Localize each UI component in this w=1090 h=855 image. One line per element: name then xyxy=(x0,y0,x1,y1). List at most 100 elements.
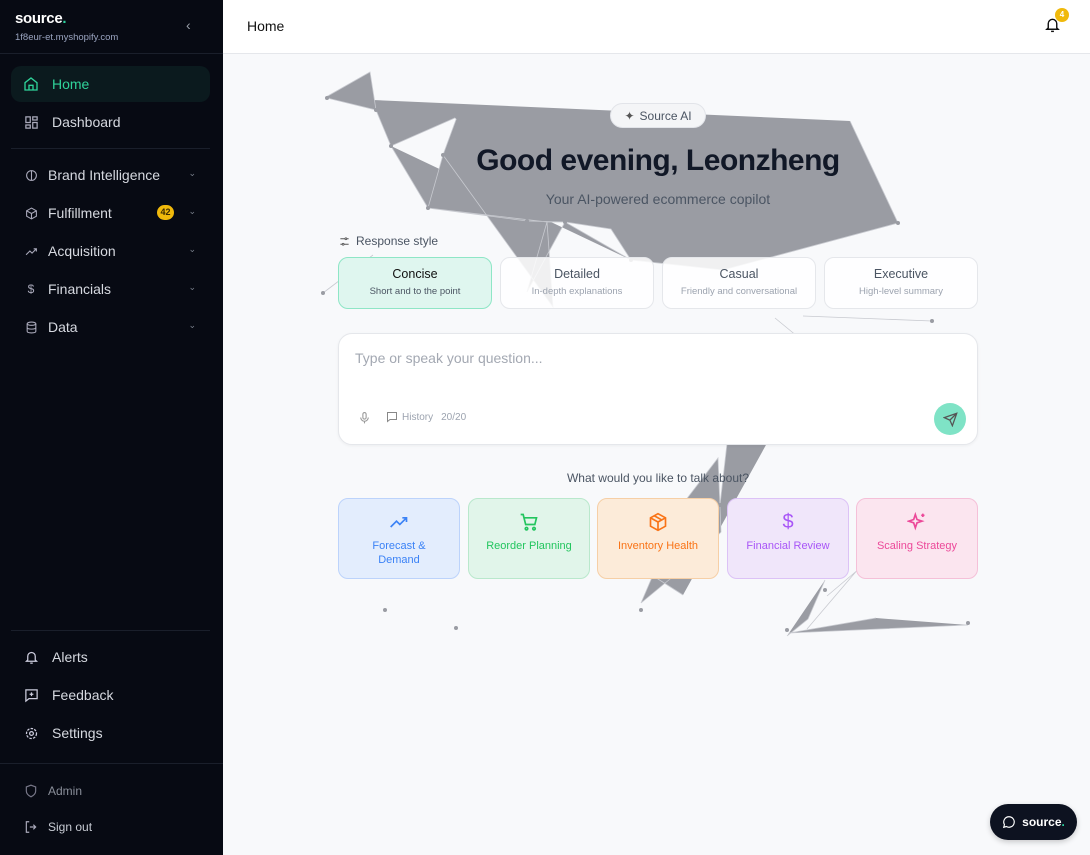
sidebar-item-label: Financials xyxy=(48,281,112,297)
greeting-subtitle: Your AI-powered ecommerce copilot xyxy=(545,191,771,207)
sidebar-item-acquisition[interactable]: Acquisition ⌄ xyxy=(11,233,210,269)
source-ai-label: Source AI xyxy=(639,108,692,123)
style-option-detailed[interactable]: Detailed In-depth explanations xyxy=(500,257,654,309)
style-title: Casual xyxy=(719,267,759,281)
sidebar-item-data[interactable]: Data ⌄ xyxy=(11,309,210,345)
sidebar-item-label: Fulfillment xyxy=(48,205,112,221)
history-label: History xyxy=(402,411,434,423)
fulfillment-count-badge: 42 xyxy=(157,205,174,220)
style-option-casual[interactable]: Casual Friendly and conversational xyxy=(662,257,816,309)
sidebar-item-label: Brand Intelligence xyxy=(48,167,161,183)
trending-up-icon xyxy=(339,512,459,532)
history-count: 20/20 xyxy=(441,411,467,423)
response-style-label: Response style xyxy=(339,234,438,248)
sidebar-item-label: Alerts xyxy=(52,649,88,665)
chat-icon xyxy=(387,412,397,423)
divider xyxy=(0,53,223,54)
question-box: History 20/20 xyxy=(338,333,978,445)
sidebar-item-label: Acquisition xyxy=(48,243,116,259)
topic-label: Reorder Planning xyxy=(486,540,572,552)
chat-launcher-button[interactable]: source. xyxy=(990,804,1077,840)
sparkle-icon: ✦ xyxy=(624,108,635,123)
style-title: Executive xyxy=(873,267,929,281)
shield-icon xyxy=(23,783,39,799)
notifications-button[interactable] xyxy=(1044,16,1061,39)
chat-bubble-icon xyxy=(1003,816,1015,829)
collapse-sidebar-button[interactable]: ‹ xyxy=(186,17,191,33)
divider xyxy=(0,763,223,764)
chevron-down-icon: ⌄ xyxy=(188,282,196,292)
style-title: Detailed xyxy=(554,267,600,281)
topic-label: Financial Review xyxy=(746,540,830,552)
sidebar-item-label: Dashboard xyxy=(52,114,121,130)
divider xyxy=(11,630,210,631)
sidebar-item-dashboard[interactable]: Dashboard xyxy=(11,104,210,140)
sidebar-item-label: Feedback xyxy=(52,687,114,703)
sidebar-item-admin[interactable]: Admin xyxy=(11,773,210,809)
style-desc: In-depth explanations xyxy=(531,286,623,297)
sign-out-button[interactable]: Sign out xyxy=(11,809,210,845)
trending-up-icon xyxy=(23,243,39,259)
gear-icon xyxy=(23,725,39,741)
topic-label: Scaling Strategy xyxy=(876,540,958,552)
sidebar-item-settings[interactable]: Settings xyxy=(11,715,210,751)
microphone-button[interactable] xyxy=(358,411,371,430)
topic-reorder-planning[interactable]: Reorder Planning xyxy=(468,498,590,579)
topics-prompt: What would you like to talk about? xyxy=(566,471,750,485)
bell-icon xyxy=(23,649,39,665)
topic-label: Inventory Health xyxy=(617,540,699,552)
send-icon xyxy=(942,411,958,427)
sidebar-item-label: Data xyxy=(48,319,78,335)
store-domain: 1f8eur-et.myshopify.com xyxy=(15,32,119,43)
sidebar: source. 1f8eur-et.myshopify.com ‹ Home D… xyxy=(0,0,223,855)
style-option-concise[interactable]: Concise Short and to the point xyxy=(338,257,492,309)
sidebar-item-label: Admin xyxy=(48,784,83,798)
sidebar-item-brand-intelligence[interactable]: Brand Intelligence ⌄ xyxy=(11,157,210,193)
chevron-down-icon: ⌄ xyxy=(188,168,196,178)
divider xyxy=(11,148,210,149)
sidebar-item-home[interactable]: Home xyxy=(11,66,210,102)
topic-scaling-strategy[interactable]: Scaling Strategy xyxy=(856,498,978,579)
history-button[interactable]: History 20/20 xyxy=(386,411,466,423)
box-icon xyxy=(23,205,39,221)
topic-inventory-health[interactable]: Inventory Health xyxy=(597,498,719,579)
style-desc: Friendly and conversational xyxy=(680,286,798,297)
topic-financial-review[interactable]: $ Financial Review xyxy=(727,498,849,579)
dollar-icon: $ xyxy=(782,511,794,533)
brain-icon xyxy=(23,167,39,183)
brand-name: source xyxy=(15,10,63,27)
grid-icon xyxy=(23,114,39,130)
microphone-icon xyxy=(360,412,369,424)
top-header: Home 4 xyxy=(223,0,1090,54)
sign-out-icon xyxy=(23,819,39,835)
chevron-down-icon: ⌄ xyxy=(188,244,196,254)
greeting-heading: Good evening, Leonzheng xyxy=(476,144,840,177)
style-title: Concise xyxy=(392,267,438,281)
brand-logo[interactable]: source. xyxy=(15,10,67,27)
style-option-executive[interactable]: Executive High-level summary xyxy=(824,257,978,309)
sidebar-item-fulfillment[interactable]: Fulfillment 42 ⌄ xyxy=(11,195,210,231)
box-icon xyxy=(598,512,718,532)
topic-forecast-demand[interactable]: Forecast & Demand xyxy=(338,498,460,579)
cart-icon xyxy=(469,512,589,532)
question-input[interactable] xyxy=(355,350,915,366)
bell-icon xyxy=(1045,18,1060,33)
chevron-down-icon: ⌄ xyxy=(188,320,196,330)
sidebar-item-feedback[interactable]: Feedback xyxy=(11,677,210,713)
sidebar-item-financials[interactable]: $ Financials ⌄ xyxy=(11,271,210,307)
dollar-icon: $ xyxy=(27,282,35,296)
feedback-icon xyxy=(23,687,39,703)
chat-launcher-label: source xyxy=(1022,815,1062,829)
style-desc: Short and to the point xyxy=(369,286,461,297)
topic-label: Forecast & Demand xyxy=(372,540,426,566)
send-button[interactable] xyxy=(934,403,966,435)
sliders-icon xyxy=(340,236,349,246)
chevron-down-icon: ⌄ xyxy=(188,206,196,216)
response-style-text: Response style xyxy=(356,234,439,248)
home-icon xyxy=(23,76,39,92)
source-ai-badge: ✦ Source AI xyxy=(610,103,706,128)
style-desc: High-level summary xyxy=(859,286,943,297)
sidebar-item-label: Home xyxy=(52,76,90,92)
sidebar-item-alerts[interactable]: Alerts xyxy=(11,639,210,675)
sidebar-item-label: Sign out xyxy=(48,820,93,834)
